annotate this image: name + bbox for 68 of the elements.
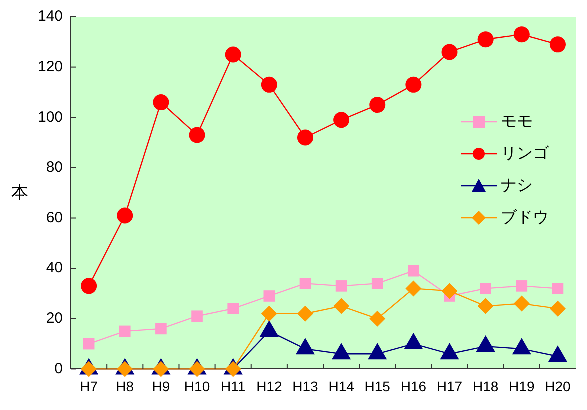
- point: [372, 278, 384, 290]
- point: [478, 32, 494, 48]
- legend-label: リンゴ: [501, 145, 550, 162]
- x-tick-label: H16: [400, 378, 427, 394]
- legend-label: ナシ: [501, 177, 533, 194]
- y-tick-label: 100: [38, 108, 64, 126]
- x-tick-label: H15: [364, 378, 391, 394]
- y-tick-label: 80: [46, 159, 64, 176]
- y-axis-title: 本: [12, 182, 28, 202]
- point: [552, 283, 564, 294]
- point: [406, 76, 422, 93]
- x-tick-label: H10: [184, 378, 210, 394]
- point: [225, 46, 242, 63]
- point: [370, 97, 386, 114]
- point: [442, 283, 458, 300]
- y-tick-label: 140: [38, 8, 64, 26]
- point: [297, 306, 314, 322]
- point: [336, 280, 348, 292]
- point: [189, 127, 206, 144]
- point: [334, 112, 350, 128]
- x-tick-label: H20: [545, 378, 572, 394]
- point: [550, 36, 566, 53]
- y-tick-label: 40: [46, 260, 64, 277]
- y-tick-label: 120: [38, 58, 64, 76]
- point: [189, 361, 206, 378]
- point: [514, 26, 530, 43]
- point: [117, 208, 134, 224]
- point: [117, 361, 134, 378]
- point: [153, 361, 170, 378]
- point: [334, 298, 350, 314]
- x-tick-label: H13: [292, 378, 319, 394]
- point: [83, 338, 95, 350]
- point: [225, 361, 242, 378]
- x-tick-label: H14: [328, 378, 355, 394]
- point: [153, 94, 170, 111]
- y-tick-label: 60: [46, 209, 64, 226]
- point: [261, 76, 278, 93]
- point: [550, 300, 566, 317]
- point: [480, 283, 492, 294]
- x-tick-label: H12: [256, 378, 282, 394]
- point: [264, 290, 276, 302]
- x-tick-label: H11: [221, 378, 246, 394]
- x-tick-label: H8: [116, 378, 134, 394]
- x-tick-label: H9: [152, 378, 170, 394]
- x-tick-label: H18: [472, 378, 499, 394]
- x-tick-label: H19: [509, 378, 535, 394]
- point: [228, 303, 239, 314]
- point: [516, 280, 528, 292]
- point: [442, 44, 458, 60]
- x-tick-label: H7: [80, 378, 98, 394]
- legend-label: ブドウ: [501, 208, 549, 226]
- point: [514, 296, 530, 312]
- point: [81, 278, 98, 294]
- point: [370, 310, 386, 327]
- y-tick-label: 0: [54, 360, 64, 378]
- point: [406, 280, 422, 297]
- point: [297, 130, 314, 146]
- point: [156, 323, 167, 335]
- point: [119, 326, 131, 338]
- legend-label: モモ: [501, 113, 533, 130]
- point: [261, 306, 278, 322]
- y-tick-label: 20: [46, 310, 64, 328]
- point: [300, 278, 312, 290]
- point: [81, 361, 98, 378]
- point: [408, 265, 420, 277]
- point: [478, 298, 494, 314]
- x-tick-label: H17: [436, 378, 463, 394]
- point: [192, 310, 203, 322]
